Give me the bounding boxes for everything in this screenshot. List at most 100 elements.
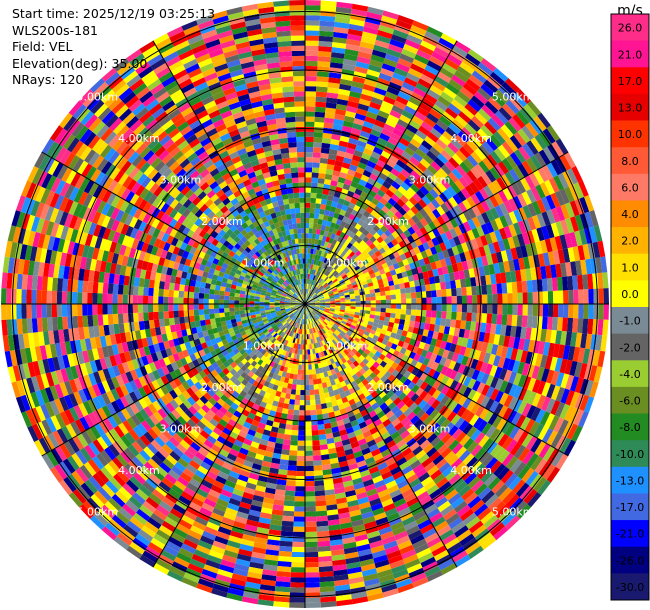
velocity-gate	[523, 104, 538, 120]
velocity-gate	[373, 344, 380, 351]
velocity-gate	[297, 374, 302, 380]
velocity-gate	[462, 397, 472, 409]
velocity-gate	[477, 87, 492, 101]
velocity-gate	[360, 336, 367, 343]
velocity-gate	[401, 330, 408, 337]
velocity-gate	[402, 362, 411, 371]
velocity-gate	[574, 377, 584, 394]
velocity-gate	[311, 177, 319, 184]
velocity-gate	[550, 330, 557, 344]
velocity-gate	[305, 364, 309, 370]
velocity-gate	[551, 277, 558, 291]
velocity-gate	[319, 267, 324, 273]
velocity-gate	[442, 266, 449, 275]
velocity-gate	[374, 331, 381, 337]
velocity-gate	[281, 525, 294, 532]
velocity-gate	[388, 81, 402, 92]
velocity-gate	[305, 455, 314, 462]
velocity-gate	[505, 78, 520, 93]
velocity-gate	[466, 139, 479, 152]
velocity-gate	[394, 284, 401, 290]
velocity-gate	[562, 317, 569, 332]
velocity-gate	[326, 220, 332, 227]
velocity-gate	[530, 267, 537, 281]
velocity-gate	[309, 223, 314, 229]
velocity-gate	[320, 224, 326, 231]
velocity-gate	[537, 253, 546, 267]
velocity-gate	[522, 292, 528, 304]
velocity-gate	[546, 430, 558, 446]
velocity-gate	[481, 173, 492, 186]
velocity-gate	[407, 364, 415, 373]
velocity-gate	[305, 222, 310, 229]
velocity-gate	[305, 146, 314, 153]
velocity-gate	[487, 304, 493, 314]
velocity-gate	[315, 510, 328, 517]
velocity-gate	[486, 75, 502, 90]
velocity-gate	[361, 249, 368, 257]
velocity-gate	[375, 296, 381, 301]
velocity-gate	[305, 238, 309, 244]
velocity-gate	[357, 103, 370, 112]
velocity-gate	[527, 292, 533, 304]
velocity-gate	[335, 320, 342, 325]
velocity-gate	[399, 194, 409, 204]
velocity-gate	[555, 157, 567, 173]
velocity-gate	[569, 231, 578, 248]
velocity-gate	[426, 359, 435, 369]
velocity-gate	[369, 289, 376, 294]
velocity-gate	[331, 52, 345, 59]
velocity-gate	[497, 356, 506, 369]
velocity-gate	[602, 319, 609, 336]
velocity-gate	[375, 34, 392, 44]
velocity-gate	[406, 209, 416, 218]
velocity-gate	[314, 389, 320, 395]
velocity-gate	[319, 308, 325, 312]
velocity-gate	[326, 287, 332, 292]
velocity-gate	[334, 240, 341, 247]
velocity-gate	[350, 259, 357, 266]
velocity-gate	[313, 455, 322, 461]
velocity-gate	[329, 283, 335, 288]
velocity-gate	[445, 220, 454, 231]
velocity-gate	[391, 304, 397, 309]
velocity-gate	[500, 250, 509, 262]
velocity-gate	[305, 491, 316, 497]
velocity-gate	[418, 125, 431, 136]
velocity-gate	[416, 106, 430, 117]
velocity-gate	[481, 422, 492, 435]
velocity-gate	[329, 297, 335, 300]
velocity-gate	[328, 267, 334, 273]
velocity-gate	[409, 262, 416, 270]
velocity-gate	[392, 262, 400, 270]
velocity-gate	[424, 224, 433, 234]
velocity-gate	[338, 140, 349, 148]
velocity-gate	[312, 440, 320, 446]
velocity-gate	[490, 219, 499, 232]
velocity-gate	[415, 220, 424, 230]
velocity-gate	[331, 133, 341, 141]
velocity-gate	[305, 410, 311, 416]
velocity-gate	[329, 310, 335, 314]
velocity-gate	[525, 122, 539, 138]
velocity-gate	[498, 334, 506, 347]
velocity-gate	[431, 310, 437, 318]
velocity-gate	[424, 93, 438, 105]
velocity-gate	[314, 480, 325, 487]
velocity-gate	[342, 318, 348, 323]
velocity-gate	[459, 252, 467, 262]
velocity-gate	[467, 218, 477, 230]
velocity-gate	[346, 320, 353, 325]
velocity-gate	[466, 170, 478, 182]
velocity-gate	[355, 306, 361, 310]
velocity-gate	[510, 152, 522, 166]
velocity-gate	[344, 195, 353, 203]
velocity-gate	[395, 62, 411, 73]
velocity-gate	[396, 141, 408, 151]
velocity-gate	[437, 332, 444, 341]
velocity-gate	[419, 372, 428, 382]
velocity-gate	[521, 280, 528, 293]
velocity-gate	[456, 336, 464, 346]
velocity-gate	[328, 77, 341, 84]
velocity-gate	[299, 349, 303, 355]
